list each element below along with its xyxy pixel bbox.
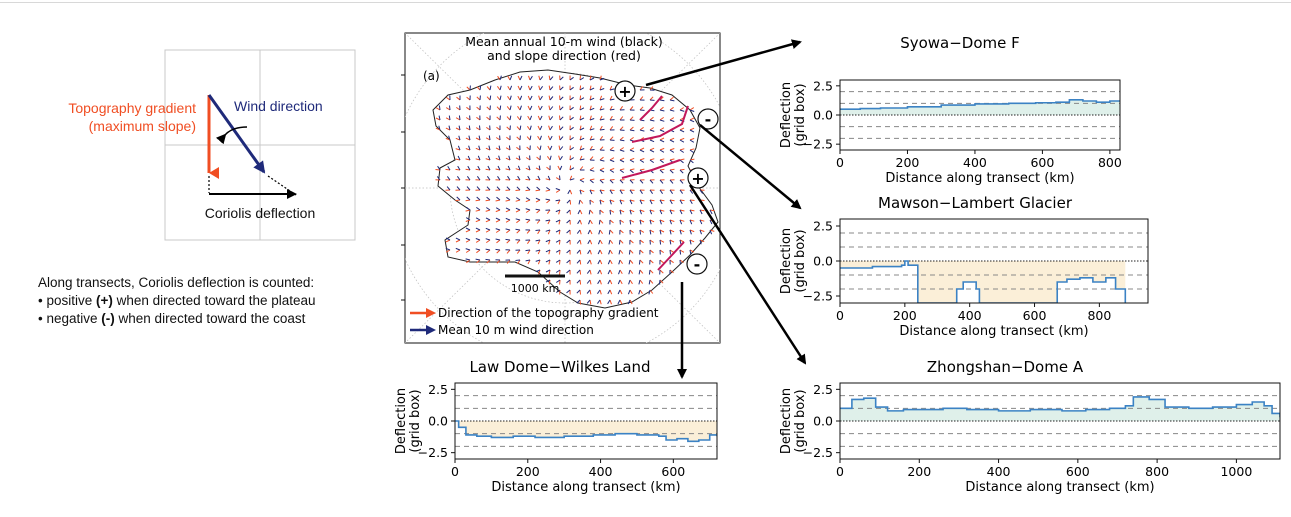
x-tick-label-3-800: 800 xyxy=(1145,464,1169,479)
y-tick-label-0-2.5: 2.5 xyxy=(813,78,833,93)
chart-syowa-dome-f: 0 200 400 600 800 −2.5 0.0 2.5 Syowa−Dome F Dista… xyxy=(779,34,1122,186)
x-axis-label-0: Distance along transect (km) xyxy=(885,171,1074,186)
y-axis-label-1-3: Deflection xyxy=(779,388,794,454)
topography-label-line2: (maximum slope) xyxy=(89,118,196,134)
x-tick-label-2-0: 0 xyxy=(451,464,459,479)
sign-marker-2 xyxy=(697,108,719,130)
y-tick-label-0--2.5: −2.5 xyxy=(803,137,833,152)
sign-marker-4-text: - xyxy=(694,255,701,274)
legend-topography-label: Direction of the topography gradient xyxy=(438,306,659,320)
y-axis-label-2-1: (grid box) xyxy=(793,229,808,292)
transect-syowa-dome-f xyxy=(639,95,663,121)
x-tick-label-0-800: 800 xyxy=(1098,155,1122,170)
x-tick-label-1-800: 800 xyxy=(1087,308,1111,323)
transect-zhongshan-dome-a xyxy=(621,159,681,179)
x-tick-label-3-400: 400 xyxy=(987,464,1011,479)
x-tick-label-0-400: 400 xyxy=(963,155,987,170)
y-tick-label-0-0: 0.0 xyxy=(813,108,833,123)
transect-mawson-lambert xyxy=(631,105,689,143)
x-tick-label-0-600: 600 xyxy=(1030,155,1054,170)
area-fill-1 xyxy=(840,261,1126,303)
x-tick-label-1-400: 400 xyxy=(958,308,982,323)
y-tick-label-3-0: 0.0 xyxy=(813,414,833,429)
connector-arrows xyxy=(645,39,807,379)
angle-arc xyxy=(215,126,248,145)
y-tick-label-2--2.5: −2.5 xyxy=(418,445,448,460)
y-tick-label-1-0: 0.0 xyxy=(813,254,833,269)
series-line-0 xyxy=(840,99,1120,110)
x-axis-label-3: Distance along transect (km) xyxy=(965,480,1154,495)
schematic-panel: Topography gradient (maximum slope) Wind… xyxy=(68,49,356,241)
chart-title-2: Law Dome−Wilkes Land xyxy=(469,358,650,376)
x-tick-label-1-600: 600 xyxy=(1023,308,1047,323)
y-axis-label-2-3: (grid box) xyxy=(793,389,808,452)
x-tick-label-2-200: 200 xyxy=(516,464,540,479)
sign-markers: + - + - xyxy=(614,80,719,275)
explanation-intro: Along transects, Coriolis deflection is … xyxy=(38,275,315,290)
chart-mawson-lambert-glacier: 0 200 400 600 800 −2.5 0.0 2.5 Mawson−Lambert Gl… xyxy=(779,194,1149,339)
series-line-1 xyxy=(840,260,1127,303)
y-tick-label-3-2.5: 2.5 xyxy=(813,382,833,397)
chart-title-1: Mawson−Lambert Glacier xyxy=(878,194,1073,212)
x-tick-label-3-1000: 1000 xyxy=(1220,464,1252,479)
scale-bar-label: 1000 km xyxy=(511,282,560,295)
wind-direction-arrow xyxy=(207,94,266,174)
sign-marker-1 xyxy=(614,80,636,102)
y-tick-label-2-0: 0.0 xyxy=(428,414,448,429)
chart-title-3: Zhongshan−Dome A xyxy=(927,358,1084,376)
series-line-2 xyxy=(455,420,717,443)
y-axis-label-1-0: Deflection xyxy=(779,82,794,148)
transect-law-dome-wilkes xyxy=(657,241,685,271)
y-tick-label-3--2.5: −2.5 xyxy=(803,445,833,460)
explanation-bullet-positive: • positive (+) when directed toward the … xyxy=(38,293,316,308)
x-axis-label-2: Distance along transect (km) xyxy=(491,480,680,495)
y-tick-label-2-2.5: 2.5 xyxy=(428,382,448,397)
chart-zhongshan-dome-a: 0 200 400 600 800 1000 −2.5 0.0 2.5 Zhongshan−Dom… xyxy=(779,358,1281,495)
x-tick-label-3-0: 0 xyxy=(836,464,844,479)
x-tick-label-2-600: 600 xyxy=(661,464,685,479)
y-tick-label-1-2.5: 2.5 xyxy=(813,219,833,234)
x-tick-label-2-400: 400 xyxy=(589,464,613,479)
y-axis-label-1-1: Deflection xyxy=(779,228,794,294)
wind-map-panel: + - + - Mean annual 10-m wind (black) an… xyxy=(401,32,721,344)
chart-title-0: Syowa−Dome F xyxy=(900,34,1020,52)
map-title-line1: Mean annual 10-m wind (black) xyxy=(465,34,663,49)
x-tick-label-0-200: 200 xyxy=(896,155,920,170)
x-tick-label-1-0: 0 xyxy=(836,308,844,323)
sign-marker-4 xyxy=(686,253,708,275)
chart-law-dome-wilkes-land: 0 200 400 600 −2.5 0.0 2.5 Law Dome−Wilkes Land… xyxy=(394,358,718,495)
map-panel-label: (a) xyxy=(423,69,440,83)
legend-wind-label: Mean 10 m wind direction xyxy=(438,323,594,337)
explanation-text: Along transects, Coriolis deflection is … xyxy=(38,274,316,328)
series-line-3 xyxy=(840,396,1280,418)
x-tick-label-0-0: 0 xyxy=(836,155,844,170)
y-axis-label-1-2: Deflection xyxy=(394,388,409,454)
coriolis-deflection-label: Coriolis deflection xyxy=(205,205,316,221)
map-title-line2: and slope direction (red) xyxy=(487,48,641,63)
sign-marker-1-text: + xyxy=(618,82,631,101)
sign-marker-3 xyxy=(687,167,709,189)
y-axis-label-2-2: (grid box) xyxy=(408,389,423,452)
topography-label-line1: Topography gradient xyxy=(68,100,196,116)
wind-direction-label: Wind direction xyxy=(234,98,323,114)
dotted-guide-diagonal xyxy=(267,175,297,196)
x-tick-label-3-200: 200 xyxy=(907,464,931,479)
x-axis-label-1: Distance along transect (km) xyxy=(899,324,1088,339)
x-tick-label-1-200: 200 xyxy=(893,308,917,323)
transect-lines xyxy=(621,95,689,271)
y-axis-label-2-0: (grid box) xyxy=(793,83,808,146)
sign-marker-2-text: - xyxy=(705,110,712,129)
x-tick-label-3-600: 600 xyxy=(1066,464,1090,479)
explanation-bullet-negative: • negative (-) when directed toward the … xyxy=(38,311,306,326)
y-tick-label-1--2.5: −2.5 xyxy=(803,289,833,304)
area-fill-3 xyxy=(840,396,1280,421)
wind-vector-field xyxy=(435,75,715,305)
sign-marker-3-text: + xyxy=(691,169,704,188)
